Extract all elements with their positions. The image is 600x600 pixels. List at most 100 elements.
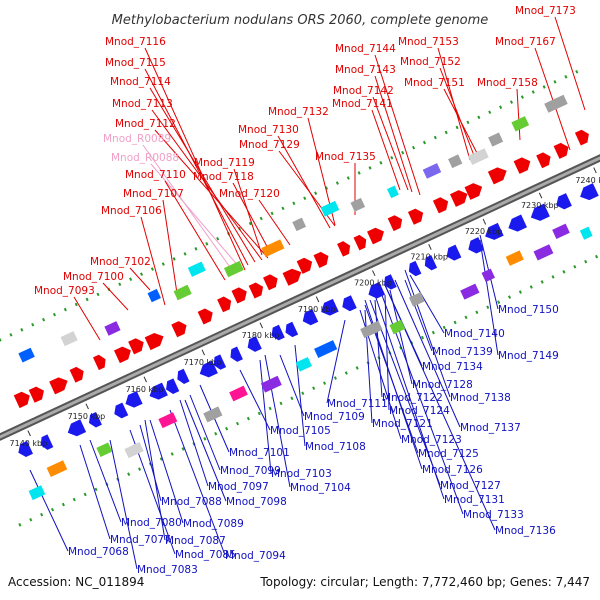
gene-label-top: Mnod_7173 <box>515 5 576 17</box>
gene-label-bottom: Mnod_7104 <box>290 482 351 494</box>
leader-line <box>374 54 421 196</box>
gene-label-bottom: Mnod_7122 <box>382 392 443 404</box>
reverse-gene-arrow <box>424 255 438 271</box>
leader-line <box>404 269 451 398</box>
gene-label-bottom: Mnod_7137 <box>460 422 521 434</box>
gene-label-top: Mnod_7130 <box>238 124 299 136</box>
forward-gene-arrow <box>296 257 313 274</box>
category-box-upper <box>173 284 192 301</box>
category-box-lower <box>505 250 524 266</box>
category-box-upper <box>320 200 340 217</box>
tick-mark <box>85 403 89 410</box>
gene-label-bottom: Mnod_7131 <box>444 494 505 506</box>
tick-label: 7190 kbp <box>298 305 336 314</box>
reverse-gene-arrow <box>384 274 397 290</box>
forward-gene-arrow <box>574 129 589 146</box>
reverse-gene-arrow <box>67 419 87 437</box>
leader-line <box>479 239 499 356</box>
feature-tracks <box>13 94 599 501</box>
gene-label-top: Mnod_7167 <box>495 36 556 48</box>
leader-line <box>384 294 390 411</box>
forward-gene-arrow <box>128 338 144 355</box>
leader-line <box>169 409 226 556</box>
category-box-upper <box>223 260 244 278</box>
gene-label-top: Mnod_7100 <box>63 271 124 283</box>
gene-label-bottom: Mnod_7083 <box>137 564 198 576</box>
tick-label: 7230 kbp <box>521 201 559 210</box>
gene-label-bottom: Mnod_7125 <box>418 448 479 460</box>
forward-gene-arrow <box>553 142 569 159</box>
gene-label-bottom: Mnod_7124 <box>389 405 450 417</box>
category-box-lower <box>260 375 282 393</box>
leader-line <box>184 399 227 502</box>
reverse-gene-arrow <box>40 434 54 450</box>
gene-label-bottom: Mnod_7133 <box>463 509 524 521</box>
leader-line <box>374 294 445 500</box>
tick-label: 7150 kbp <box>68 412 106 421</box>
leader-line <box>232 182 271 253</box>
leader-line <box>89 439 122 523</box>
leader-line <box>129 267 151 291</box>
leader-line <box>79 444 111 540</box>
gene-label-top: Mnod_7116 <box>105 36 166 48</box>
tick-label: 7180 kbp <box>242 331 280 340</box>
gene-label-bottom: Mnod_7089 <box>183 518 244 530</box>
reverse-gene-arrow <box>166 378 180 394</box>
gene-label-top: Mnod_7135 <box>315 151 376 163</box>
forward-gene-arrow <box>464 183 483 200</box>
leader-line <box>144 419 166 541</box>
leader-line <box>144 68 249 266</box>
reverse-gene-arrow <box>530 203 550 221</box>
leader-line <box>162 199 179 301</box>
tick-label: 7170 kbp <box>184 358 222 367</box>
reverse-gene-arrow <box>508 214 527 232</box>
category-box-upper <box>422 163 442 179</box>
category-box-lower <box>28 485 46 501</box>
leader-line <box>142 144 233 271</box>
category-box-upper <box>18 347 35 363</box>
reverse-gene-arrow <box>149 382 168 400</box>
leader-line <box>371 109 401 191</box>
leader-line <box>394 279 461 428</box>
leader-line <box>534 47 571 151</box>
category-box-upper <box>292 217 307 232</box>
gene-label-bottom: Mnod_7103 <box>271 468 332 480</box>
forward-gene-arrow <box>407 208 424 225</box>
forward-gene-arrow <box>231 287 247 304</box>
gene-label-top: Mnod_7143 <box>335 64 396 76</box>
leader-line <box>109 439 138 570</box>
reverse-gene-arrow <box>114 402 129 419</box>
gene-label-top: Mnod_7119 <box>194 157 255 169</box>
tick-mark <box>593 167 597 174</box>
gene-label-bottom: Mnod_7085 <box>175 549 236 561</box>
leader-line <box>140 216 166 306</box>
gene-label-top: Mnod_7120 <box>219 188 280 200</box>
leader-line <box>294 344 306 447</box>
gene-label-bottom: Mnod_7127 <box>440 480 501 492</box>
gene-label-bottom: Mnod_7136 <box>495 525 556 537</box>
tick-label: 7160 kbp <box>126 385 164 394</box>
gene-label-bottom: Mnod_7105 <box>270 425 331 437</box>
category-box-lower <box>481 268 495 282</box>
leader-line <box>189 394 221 471</box>
reverse-gene-arrow <box>321 298 339 316</box>
gene-label-bottom: Mnod_7134 <box>422 361 483 373</box>
gene-label-top: Mnod_7144 <box>335 43 396 55</box>
leader-line <box>144 47 246 271</box>
leader-line <box>554 16 586 111</box>
reverse-gene-arrow <box>199 360 218 378</box>
category-box-lower <box>295 356 312 372</box>
forward-gene-arrow <box>144 332 164 351</box>
leader-line <box>29 469 69 552</box>
reverse-gene-arrow <box>89 411 102 428</box>
reverse-gene-arrow <box>302 309 319 326</box>
leader-line <box>149 87 256 263</box>
tick-mark <box>259 322 264 329</box>
leader-line <box>439 67 476 159</box>
leader-line <box>264 354 291 488</box>
forward-gene-arrow <box>248 282 264 299</box>
reverse-gene-arrow <box>342 295 357 312</box>
gene-label-bottom: Mnod_7068 <box>68 546 129 558</box>
gene-label-bottom: Mnod_7099 <box>220 465 281 477</box>
